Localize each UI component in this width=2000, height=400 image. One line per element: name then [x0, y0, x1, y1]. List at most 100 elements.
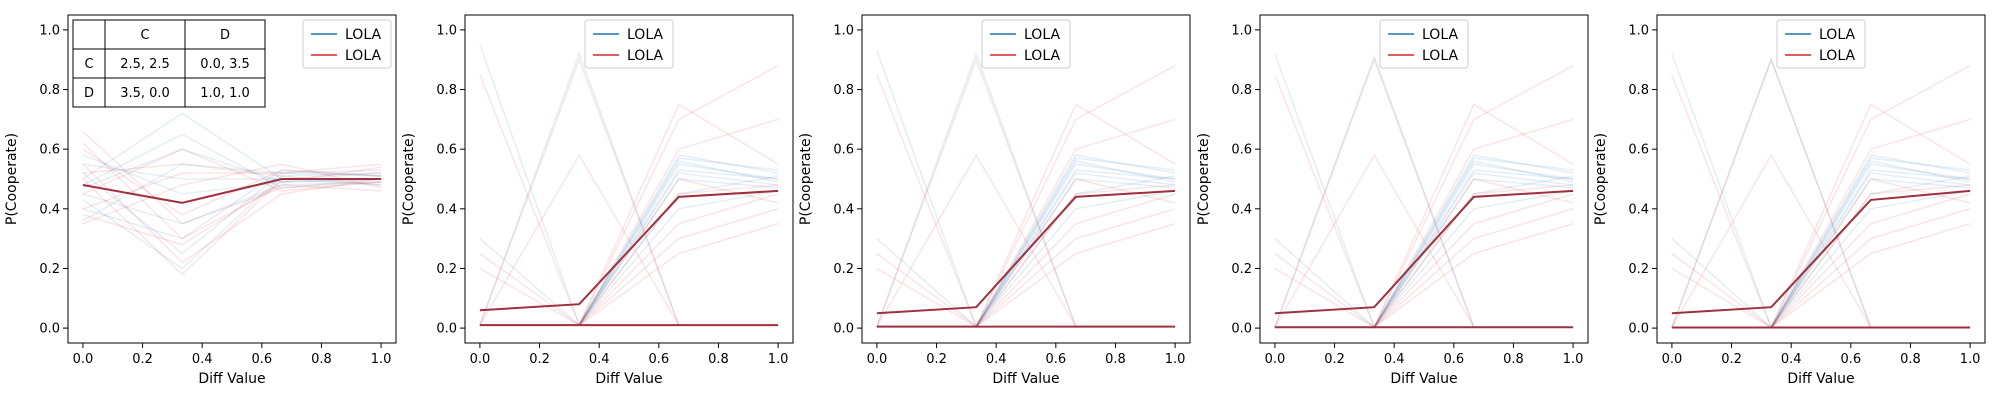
faint-red-line	[82, 172, 382, 276]
chart-panel-5: 0.0 0.2 0.4 0.6 0.8 1.0 0.0 0.2 0.4 0.6 0.8 1.0 Diff…	[1593, 14, 1986, 387]
faint-blue-line	[1671, 169, 1971, 329]
x-tick-label: 0.2	[926, 352, 947, 367]
faint-blue-line	[82, 133, 382, 189]
x-tick-label: 0.0	[867, 352, 888, 367]
payoff-table-cell: 1.0, 1.0	[200, 86, 250, 101]
faint-blue-line	[479, 44, 779, 327]
faint-red-line	[479, 103, 779, 326]
x-tick-label: 0.6	[1045, 352, 1066, 367]
x-tick-label: 0.4	[986, 352, 1007, 367]
y-tick-label: 0.6	[436, 143, 457, 158]
y-tick-label: 1.0	[833, 23, 854, 38]
x-tick-label: 0.6	[1443, 352, 1464, 367]
legend-label: LOLA	[1422, 27, 1458, 43]
axes-frame	[1259, 14, 1589, 344]
x-axis-label: Diff Value	[1787, 371, 1854, 387]
payoff-table-cell: C	[84, 57, 93, 72]
x-axis-label: Diff Value	[198, 371, 265, 387]
payoff-table-cell: D	[220, 28, 230, 43]
x-tick-label: 0.0	[1265, 352, 1286, 367]
y-tick-label: 0.8	[1628, 83, 1649, 98]
y-tick-label: 0.8	[1231, 83, 1252, 98]
legend-label: LOLA	[627, 27, 663, 43]
faint-red-line	[1671, 103, 1971, 329]
faint-red-line	[82, 163, 382, 186]
legend-box	[1776, 19, 1866, 69]
faint-blue-line	[1274, 190, 1574, 328]
faint-red-line	[82, 130, 382, 225]
faint-red-line	[876, 103, 1176, 328]
y-tick-label: 0.4	[436, 202, 457, 217]
faint-blue-line	[82, 181, 382, 225]
x-tick-label: 0.8	[1105, 352, 1126, 367]
y-tick-label: 1.0	[1628, 23, 1649, 38]
faint-red-line	[82, 148, 382, 195]
y-tick-label: 0.8	[39, 83, 60, 98]
mean-line	[1671, 189, 1971, 315]
mean-line	[479, 189, 779, 312]
legend-box	[584, 19, 674, 69]
legend: LOLA LOLA	[1776, 19, 1866, 69]
payoff-table-cell: D	[84, 86, 94, 101]
axes-frame	[1656, 14, 1986, 344]
x-tick-label: 0.8	[708, 352, 729, 367]
faint-red-line	[1671, 118, 1971, 329]
x-tick-label: 0.0	[73, 352, 94, 367]
x-tick-label: 1.0	[1563, 352, 1584, 367]
faint-red-line	[1274, 153, 1574, 328]
y-tick-label: 0.6	[1628, 143, 1649, 158]
x-tick-label: 0.6	[648, 352, 669, 367]
payoff-table-cell: 0.0, 3.5	[200, 57, 250, 72]
faint-blue-line	[1274, 169, 1574, 329]
y-tick-label: 0.6	[1231, 143, 1252, 158]
legend-label: LOLA	[1819, 48, 1855, 64]
faint-blue-line	[82, 163, 382, 186]
faint-red-line	[1274, 118, 1574, 329]
legend: LOLA LOLA	[584, 19, 674, 69]
faint-blue-line	[1274, 53, 1574, 329]
x-tick-label: 0.6	[1840, 352, 1861, 367]
legend-label: LOLA	[345, 27, 381, 43]
series-group	[1671, 53, 1971, 330]
faint-blue-line	[479, 190, 779, 326]
mean-line	[1274, 189, 1574, 315]
faint-red-line	[82, 166, 382, 246]
y-tick-label: 0.6	[39, 143, 60, 158]
y-tick-label: 0.4	[833, 202, 854, 217]
legend-label: LOLA	[1024, 48, 1060, 64]
chart-panel-2: 0.0 0.2 0.4 0.6 0.8 1.0 0.0 0.2 0.4 0.6 0.8 1.0 Diff…	[401, 14, 794, 387]
faint-blue-line	[82, 154, 382, 195]
faint-red-line	[876, 153, 1176, 328]
axes-frame	[67, 14, 397, 344]
faint-blue-line	[82, 148, 382, 189]
faint-red-line	[1671, 153, 1971, 329]
legend: LOLA LOLA	[302, 19, 392, 69]
x-tick-label: 0.4	[1384, 352, 1405, 367]
legend: LOLA LOLA	[1379, 19, 1469, 69]
faint-red-line	[1671, 65, 1971, 330]
y-tick-label: 1.0	[1231, 23, 1252, 38]
x-tick-label: 0.6	[251, 352, 272, 367]
y-tick-label: 0.4	[1628, 202, 1649, 217]
faint-blue-line	[479, 169, 779, 327]
x-tick-label: 0.2	[1721, 352, 1742, 367]
y-tick-label: 0.0	[833, 322, 854, 337]
legend-label: LOLA	[345, 48, 381, 64]
faint-blue-line	[82, 163, 382, 222]
x-tick-label: 0.2	[529, 352, 550, 367]
faint-red-line	[82, 163, 382, 264]
faint-blue-line	[1671, 53, 1971, 330]
chart-panel-4: 0.0 0.2 0.4 0.6 0.8 1.0 0.0 0.2 0.4 0.6 0.8 1.0 Diff…	[1196, 14, 1589, 387]
x-tick-label: 0.0	[470, 352, 491, 367]
y-tick-label: 0.6	[833, 143, 854, 158]
chart-panel-1: 0.0 0.2 0.4 0.6 0.8 1.0 0.0 0.2 0.4 0.6 0.8 1.0 Diff…	[4, 14, 397, 387]
mean-line	[876, 189, 1176, 315]
series-group	[479, 44, 779, 327]
axes-frame	[861, 14, 1191, 344]
x-tick-label: 0.0	[1662, 352, 1683, 367]
legend-label: LOLA	[1024, 27, 1060, 43]
y-tick-label: 0.2	[436, 262, 457, 277]
faint-red-line	[82, 163, 382, 225]
y-tick-label: 0.2	[39, 262, 60, 277]
